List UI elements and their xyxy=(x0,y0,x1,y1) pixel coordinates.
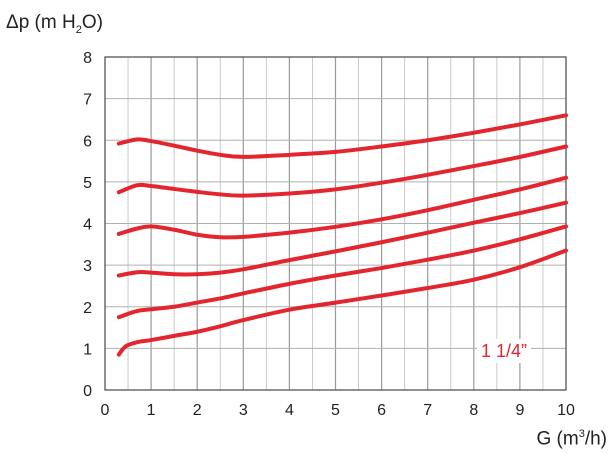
series-line xyxy=(116,224,568,320)
x-tick-label: 1 xyxy=(147,402,156,419)
y-tick-label: 2 xyxy=(83,300,92,317)
series-line xyxy=(116,144,568,198)
x-tick-label: 5 xyxy=(331,402,340,419)
series-line xyxy=(116,113,568,159)
model-annotation: 1 1/4” xyxy=(481,341,527,361)
x-axis-label: G (m3/h) xyxy=(536,428,607,450)
series-line xyxy=(116,200,568,278)
x-tick-label: 4 xyxy=(285,402,294,419)
y-tick-label: 4 xyxy=(83,217,92,234)
x-tick-label: 9 xyxy=(515,402,524,419)
x-tick-label: 3 xyxy=(239,402,248,419)
x-tick-label: 10 xyxy=(557,402,575,419)
series-lines xyxy=(116,113,568,357)
axis-ticks: 0 1 2 3 4 5 6 7 8 9 10 0 1 2 3 4 5 6 7 8 xyxy=(83,50,575,419)
y-tick-label: 0 xyxy=(83,383,92,400)
x-tick-label: 8 xyxy=(469,402,478,419)
x-tick-label: 6 xyxy=(377,402,386,419)
y-tick-label: 5 xyxy=(83,175,92,192)
x-tick-label: 0 xyxy=(101,402,110,419)
y-tick-label: 7 xyxy=(83,92,92,109)
y-axis-label: Δp (m H2O) xyxy=(6,12,103,36)
x-tick-label: 7 xyxy=(423,402,432,419)
y-tick-label: 6 xyxy=(83,133,92,150)
plot-frame xyxy=(104,56,567,391)
y-tick-label: 1 xyxy=(83,341,92,358)
x-tick-label: 2 xyxy=(193,402,202,419)
y-tick-label: 3 xyxy=(83,258,92,275)
series-line xyxy=(116,248,568,357)
annotation-background xyxy=(477,339,532,363)
series-line xyxy=(116,175,568,240)
y-tick-label: 8 xyxy=(83,50,92,67)
grid xyxy=(104,56,567,391)
